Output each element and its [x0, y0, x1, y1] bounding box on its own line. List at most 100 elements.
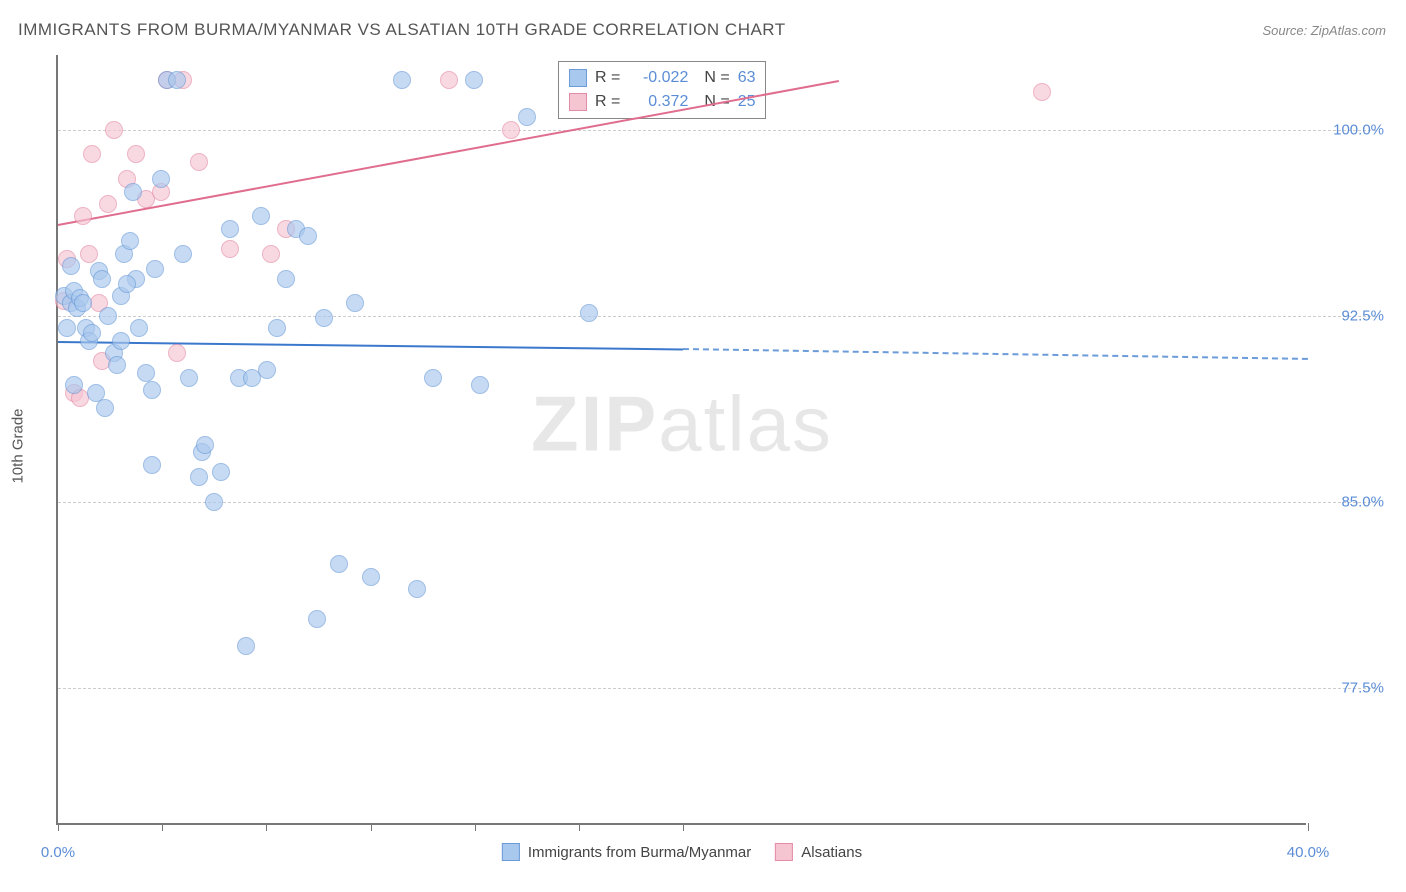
x-tick	[475, 823, 476, 831]
data-point-blue	[393, 71, 411, 89]
gridline	[58, 316, 1376, 317]
data-point-pink	[80, 245, 98, 263]
data-point-blue	[96, 399, 114, 417]
data-point-blue	[362, 568, 380, 586]
data-point-blue	[346, 294, 364, 312]
legend-item: Alsatians	[775, 843, 862, 861]
data-point-blue	[130, 319, 148, 337]
series-legend: Immigrants from Burma/Myanmar Alsatians	[502, 843, 862, 861]
data-point-pink	[1033, 83, 1051, 101]
data-point-blue	[143, 381, 161, 399]
stats-legend: R =-0.022N = 63R =0.372N = 25	[558, 61, 766, 119]
legend-label: Immigrants from Burma/Myanmar	[528, 844, 751, 861]
data-point-blue	[518, 108, 536, 126]
y-axis-label: 10th Grade	[10, 408, 27, 483]
n-value: 63	[738, 69, 756, 87]
data-point-blue	[168, 71, 186, 89]
data-point-blue	[58, 319, 76, 337]
r-label: R =	[595, 93, 620, 111]
data-point-blue	[252, 207, 270, 225]
data-point-blue	[424, 369, 442, 387]
chart-title: IMMIGRANTS FROM BURMA/MYANMAR VS ALSATIA…	[18, 20, 786, 40]
data-point-blue	[137, 364, 155, 382]
trend-line-blue	[58, 341, 683, 350]
data-point-blue	[143, 456, 161, 474]
y-tick-label: 85.0%	[1314, 494, 1384, 511]
legend-swatch-pink	[775, 843, 793, 861]
data-point-blue	[221, 220, 239, 238]
data-point-blue	[74, 294, 92, 312]
data-point-pink	[262, 245, 280, 263]
gridline	[58, 502, 1376, 503]
gridline	[58, 688, 1376, 689]
legend-swatch-pink	[569, 93, 587, 111]
trend-line-blue-extrapolated	[683, 348, 1308, 360]
data-point-blue	[471, 376, 489, 394]
data-point-pink	[221, 240, 239, 258]
x-tick	[1308, 823, 1309, 831]
data-point-blue	[315, 309, 333, 327]
data-point-blue	[299, 227, 317, 245]
data-point-blue	[174, 245, 192, 263]
data-point-blue	[93, 270, 111, 288]
x-tick-label: 0.0%	[41, 844, 75, 861]
data-point-pink	[105, 121, 123, 139]
data-point-blue	[205, 493, 223, 511]
data-point-pink	[440, 71, 458, 89]
legend-swatch-blue	[502, 843, 520, 861]
x-tick-label: 40.0%	[1287, 844, 1330, 861]
data-point-blue	[237, 637, 255, 655]
y-tick-label: 77.5%	[1314, 680, 1384, 697]
data-point-blue	[465, 71, 483, 89]
y-tick-label: 100.0%	[1314, 121, 1384, 138]
legend-swatch-blue	[569, 69, 587, 87]
data-point-pink	[99, 195, 117, 213]
data-point-blue	[268, 319, 286, 337]
data-point-blue	[196, 436, 214, 454]
data-point-pink	[127, 145, 145, 163]
data-point-blue	[62, 257, 80, 275]
x-tick	[58, 823, 59, 831]
data-point-pink	[83, 145, 101, 163]
data-point-blue	[408, 580, 426, 598]
data-point-blue	[124, 183, 142, 201]
x-tick	[579, 823, 580, 831]
source-attribution: Source: ZipAtlas.com	[1262, 23, 1386, 38]
plot-area: ZIPatlas R =-0.022N = 63R =0.372N = 25 I…	[56, 55, 1306, 825]
data-point-pink	[190, 153, 208, 171]
data-point-blue	[99, 307, 117, 325]
r-label: R =	[595, 69, 620, 87]
data-point-blue	[108, 356, 126, 374]
data-point-pink	[502, 121, 520, 139]
data-point-blue	[580, 304, 598, 322]
data-point-blue	[308, 610, 326, 628]
data-point-blue	[146, 260, 164, 278]
data-point-blue	[277, 270, 295, 288]
gridline	[58, 130, 1376, 131]
watermark: ZIPatlas	[531, 378, 833, 469]
data-point-blue	[190, 468, 208, 486]
data-point-pink	[74, 207, 92, 225]
data-point-blue	[83, 324, 101, 342]
data-point-blue	[65, 376, 83, 394]
r-value: -0.022	[628, 69, 688, 87]
x-tick	[683, 823, 684, 831]
data-point-blue	[258, 361, 276, 379]
legend-label: Alsatians	[801, 844, 862, 861]
data-point-blue	[152, 170, 170, 188]
x-tick	[266, 823, 267, 831]
data-point-blue	[330, 555, 348, 573]
y-tick-label: 92.5%	[1314, 307, 1384, 324]
data-point-blue	[118, 275, 136, 293]
x-tick	[162, 823, 163, 831]
trend-line-pink	[58, 80, 840, 226]
data-point-blue	[180, 369, 198, 387]
data-point-blue	[112, 332, 130, 350]
n-label: N =	[704, 69, 729, 87]
data-point-pink	[168, 344, 186, 362]
legend-item: Immigrants from Burma/Myanmar	[502, 843, 751, 861]
data-point-blue	[121, 232, 139, 250]
x-tick	[371, 823, 372, 831]
data-point-blue	[212, 463, 230, 481]
legend-stat-row: R = -0.022 N = 63	[569, 66, 755, 90]
